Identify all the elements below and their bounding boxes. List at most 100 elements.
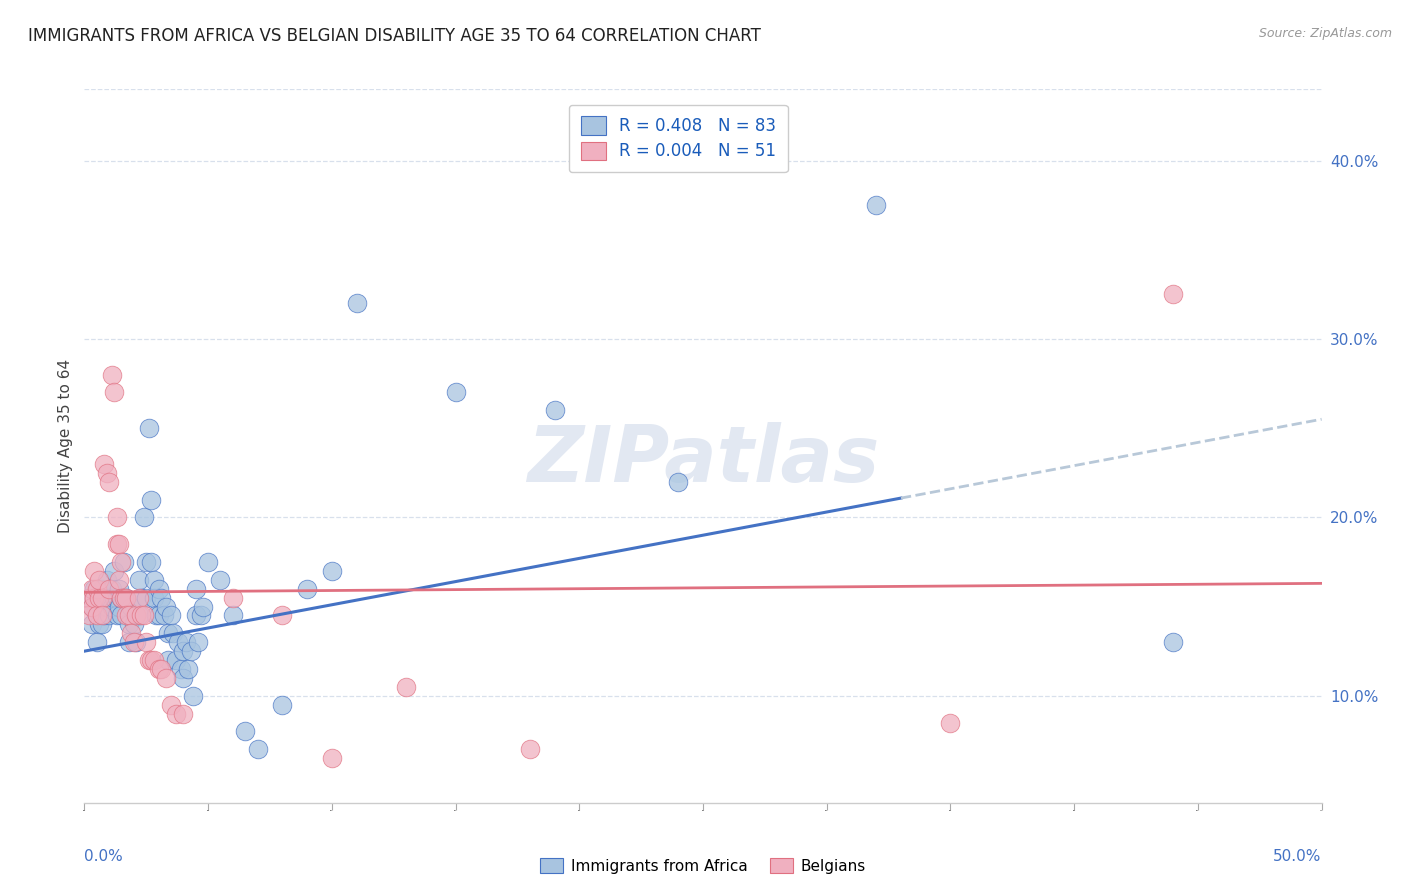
Point: [110, 608, 132, 623]
Point: [519, 742, 541, 756]
Point: [79, 591, 101, 605]
Point: [177, 662, 200, 676]
Point: [98, 475, 121, 489]
Point: [165, 653, 187, 667]
Point: [321, 751, 343, 765]
Legend: R = 0.408   N = 83, R = 0.004   N = 51: R = 0.408 N = 83, R = 0.004 N = 51: [569, 104, 787, 172]
Point: [108, 537, 131, 551]
Point: [118, 608, 141, 623]
Point: [93, 591, 115, 605]
Point: [122, 635, 145, 649]
Point: [118, 635, 141, 649]
Point: [135, 555, 157, 569]
Point: [155, 671, 177, 685]
Point: [190, 608, 212, 623]
Point: [543, 403, 565, 417]
Point: [89, 573, 111, 587]
Point: [98, 608, 121, 623]
Point: [129, 591, 152, 605]
Point: [90, 617, 112, 632]
Point: [103, 385, 125, 400]
Point: [167, 635, 190, 649]
Point: [105, 608, 128, 623]
Point: [80, 599, 103, 614]
Point: [83, 564, 105, 578]
Point: [112, 555, 135, 569]
Point: [271, 698, 294, 712]
Point: [108, 573, 131, 587]
Point: [100, 368, 122, 382]
Point: [110, 591, 132, 605]
Point: [103, 591, 125, 605]
Point: [83, 582, 105, 596]
Point: [128, 591, 150, 605]
Point: [135, 591, 157, 605]
Point: [90, 582, 112, 596]
Point: [100, 599, 122, 614]
Point: [160, 608, 183, 623]
Point: [142, 573, 165, 587]
Point: [395, 680, 418, 694]
Point: [170, 662, 193, 676]
Point: [79, 591, 101, 605]
Point: [86, 582, 108, 596]
Point: [142, 653, 165, 667]
Point: [141, 555, 163, 569]
Point: [172, 671, 194, 685]
Point: [122, 617, 145, 632]
Point: [141, 653, 163, 667]
Point: [172, 644, 194, 658]
Y-axis label: Disability Age 35 to 64: Disability Age 35 to 64: [58, 359, 73, 533]
Point: [939, 715, 962, 730]
Point: [93, 608, 115, 623]
Point: [197, 555, 219, 569]
Point: [110, 555, 132, 569]
Point: [86, 608, 108, 623]
Point: [135, 635, 157, 649]
Point: [148, 608, 170, 623]
Point: [90, 591, 112, 605]
Point: [129, 608, 152, 623]
Point: [160, 698, 183, 712]
Point: [157, 653, 180, 667]
Point: [100, 582, 122, 596]
Point: [96, 599, 118, 614]
Point: [191, 599, 214, 614]
Point: [157, 626, 180, 640]
Point: [145, 608, 167, 623]
Point: [132, 510, 155, 524]
Point: [80, 582, 103, 596]
Point: [155, 599, 177, 614]
Text: IMMIGRANTS FROM AFRICA VS BELGIAN DISABILITY AGE 35 TO 64 CORRELATION CHART: IMMIGRANTS FROM AFRICA VS BELGIAN DISABI…: [28, 27, 761, 45]
Point: [115, 591, 138, 605]
Point: [128, 573, 150, 587]
Point: [89, 591, 111, 605]
Point: [103, 564, 125, 578]
Point: [187, 635, 209, 649]
Point: [115, 608, 138, 623]
Point: [132, 608, 155, 623]
Point: [138, 421, 160, 435]
Point: [141, 492, 163, 507]
Point: [108, 599, 131, 614]
Point: [165, 706, 187, 721]
Point: [80, 599, 103, 614]
Point: [233, 724, 256, 739]
Point: [321, 564, 343, 578]
Point: [138, 653, 160, 667]
Point: [120, 626, 142, 640]
Point: [112, 591, 135, 605]
Point: [184, 608, 207, 623]
Point: [444, 385, 467, 400]
Point: [86, 635, 108, 649]
Point: [80, 617, 103, 632]
Point: [181, 689, 204, 703]
Point: [105, 591, 128, 605]
Point: [98, 582, 121, 596]
Point: [271, 608, 294, 623]
Point: [115, 591, 138, 605]
Point: [666, 475, 689, 489]
Point: [162, 626, 184, 640]
Point: [246, 742, 269, 756]
Point: [90, 599, 112, 614]
